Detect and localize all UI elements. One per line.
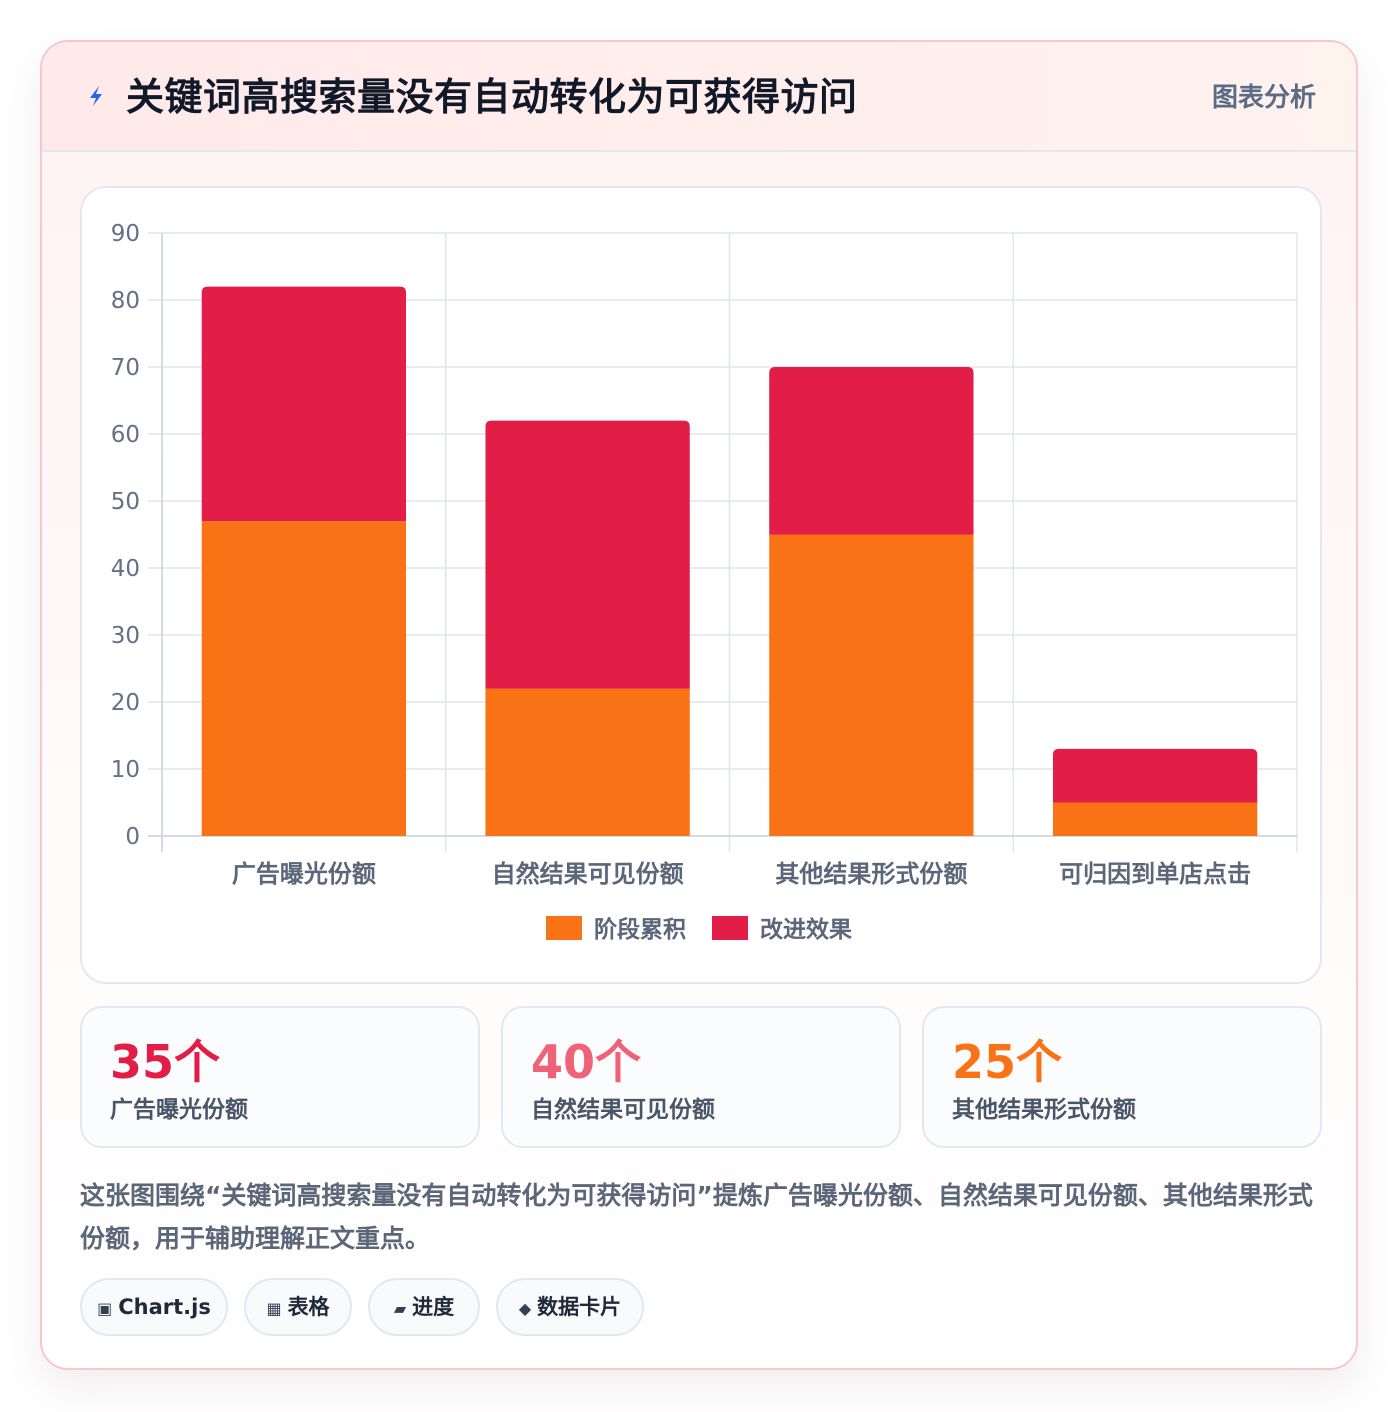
chart-card: 关键词高搜索量没有自动转化为可获得访问 图表分析 0 10 20 30 40 50 60 70… (40, 40, 1358, 1370)
y-tick-label: 20 (111, 690, 140, 716)
chip-chartjs[interactable]: ▣ Chart.js (80, 1278, 228, 1336)
x-tick-label: 可归因到单店点击 (1059, 860, 1251, 888)
stat-value: 25个 (952, 1035, 1063, 1089)
chip-label: 数据卡片 (537, 1295, 622, 1319)
x-tick-label: 自然结果可见份额 (492, 860, 684, 888)
table-icon: ▦ (266, 1299, 282, 1318)
chip-label: 进度 (412, 1295, 455, 1319)
header-tag: 图表分析 (1211, 83, 1316, 113)
y-tick-label: 40 (111, 556, 140, 582)
y-tick-label: 50 (111, 489, 140, 515)
chip-label: 表格 (287, 1295, 330, 1319)
stacked-bar-chart: 0 10 20 30 40 50 60 70 80 90 广告曝光份额 自然结果可见份额 其他结果形式份… (111, 221, 1298, 943)
bar-segment (201, 521, 407, 836)
chip-table[interactable]: ▦ 表格 (244, 1278, 352, 1336)
stat-label: 广告曝光份额 (110, 1097, 248, 1123)
stat-card: 25个 其他结果形式份额 (922, 1006, 1322, 1148)
bar-segment (769, 367, 974, 535)
y-tick-label: 60 (111, 422, 140, 448)
stat-card: 40个 自然结果可见份额 (501, 1006, 901, 1148)
x-tick-label: 广告曝光份额 (232, 860, 376, 888)
y-tick-label: 90 (111, 221, 140, 247)
stat-value: 35个 (110, 1035, 221, 1089)
chart-panel: 0 10 20 30 40 50 60 70 80 90 广告曝光份额 自然结果可见份额 其他结果形式份… (80, 186, 1322, 984)
x-tick-label: 其他结果形式份额 (775, 860, 967, 888)
chip-label: Chart.js (118, 1295, 211, 1319)
bar-segment (485, 420, 690, 689)
y-tick-label: 30 (111, 623, 140, 649)
legend-label: 阶段累积 (594, 916, 686, 943)
bar-segment (1052, 802, 1258, 836)
card-icon: ◆ (518, 1299, 532, 1318)
bar-segment (769, 534, 974, 836)
stats-row: 35个 广告曝光份额 40个 自然结果可见份额 25个 其他结果形式份额 (80, 1006, 1322, 1148)
bar-segment (201, 286, 407, 522)
page-title: 关键词高搜索量没有自动转化为可获得访问 (126, 75, 858, 119)
bolt-icon (90, 86, 102, 106)
legend-swatch (712, 916, 748, 940)
card-header: 关键词高搜索量没有自动转化为可获得访问 图表分析 (42, 42, 1356, 152)
stat-label: 自然结果可见份额 (531, 1097, 715, 1123)
stat-label: 其他结果形式份额 (952, 1097, 1136, 1123)
y-tick-label: 10 (111, 757, 140, 783)
stat-value: 40个 (531, 1035, 642, 1089)
y-tick-label: 0 (125, 824, 140, 850)
chart-description: 这张图围绕“关键词高搜索量没有自动转化为可获得访问”提炼广告曝光份额、自然结果可… (80, 1181, 1313, 1253)
stat-card: 35个 广告曝光份额 (80, 1006, 480, 1148)
bar-segment (485, 688, 690, 836)
legend-swatch (546, 916, 582, 940)
bar-segment (1052, 748, 1258, 803)
chart-icon: ▣ (97, 1299, 113, 1318)
chip-progress[interactable]: ▰ 进度 (368, 1278, 480, 1336)
y-tick-label: 80 (111, 288, 140, 314)
progress-icon: ▰ (393, 1299, 407, 1318)
y-tick-label: 70 (111, 355, 140, 381)
chip-data-card[interactable]: ◆ 数据卡片 (496, 1278, 644, 1336)
legend-label: 改进效果 (760, 916, 852, 943)
